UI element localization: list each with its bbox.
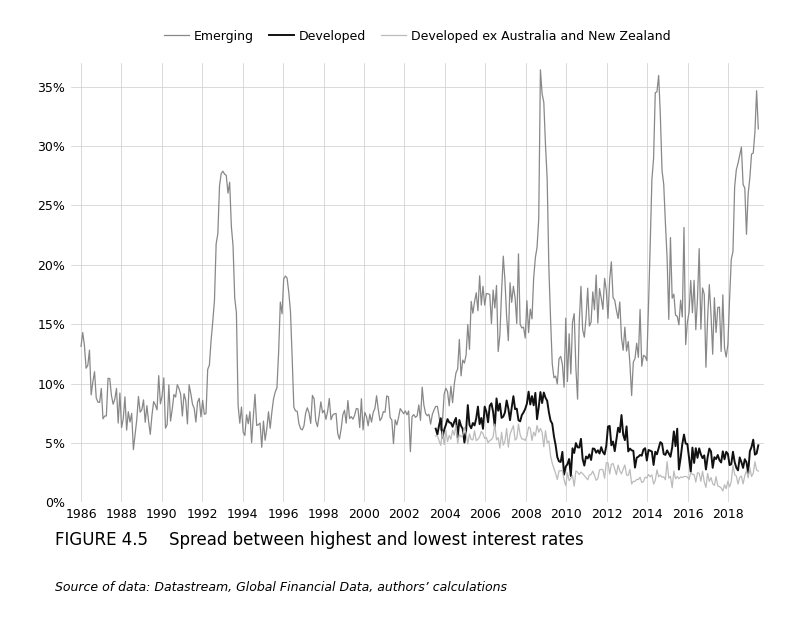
Legend: Emerging, Developed, Developed ex Australia and New Zealand: Emerging, Developed, Developed ex Austra…: [159, 24, 676, 48]
Line: Developed ex Australia and New Zealand: Developed ex Australia and New Zealand: [436, 424, 758, 491]
Emerging: [161, 425, 170, 432]
Emerging: [753, 125, 763, 133]
Emerging: [502, 313, 511, 320]
Developed: [753, 441, 763, 449]
Developed: [438, 434, 448, 441]
Emerging: [406, 448, 415, 455]
Developed ex Australia and New Zealand: [438, 428, 448, 435]
Line: Emerging: Emerging: [81, 70, 758, 452]
Developed ex Australia and New Zealand: [632, 475, 641, 483]
Developed: [500, 409, 510, 416]
Emerging: [635, 306, 645, 313]
Emerging: [440, 391, 449, 398]
Emerging: [536, 66, 545, 73]
Developed: [632, 454, 641, 462]
Developed: [678, 440, 687, 448]
Line: Developed: Developed: [436, 392, 758, 476]
Emerging: [76, 343, 86, 350]
Developed ex Australia and New Zealand: [678, 474, 687, 482]
Emerging: [681, 341, 690, 349]
Emerging: [429, 406, 439, 414]
Developed ex Australia and New Zealand: [753, 467, 763, 475]
Text: Source of data: Datastream, Global Financial Data, authors’ calculations: Source of data: Datastream, Global Finan…: [55, 581, 507, 594]
Developed ex Australia and New Zealand: [500, 438, 510, 445]
Text: FIGURE 4.5    Spread between highest and lowest interest rates: FIGURE 4.5 Spread between highest and lo…: [55, 531, 584, 549]
